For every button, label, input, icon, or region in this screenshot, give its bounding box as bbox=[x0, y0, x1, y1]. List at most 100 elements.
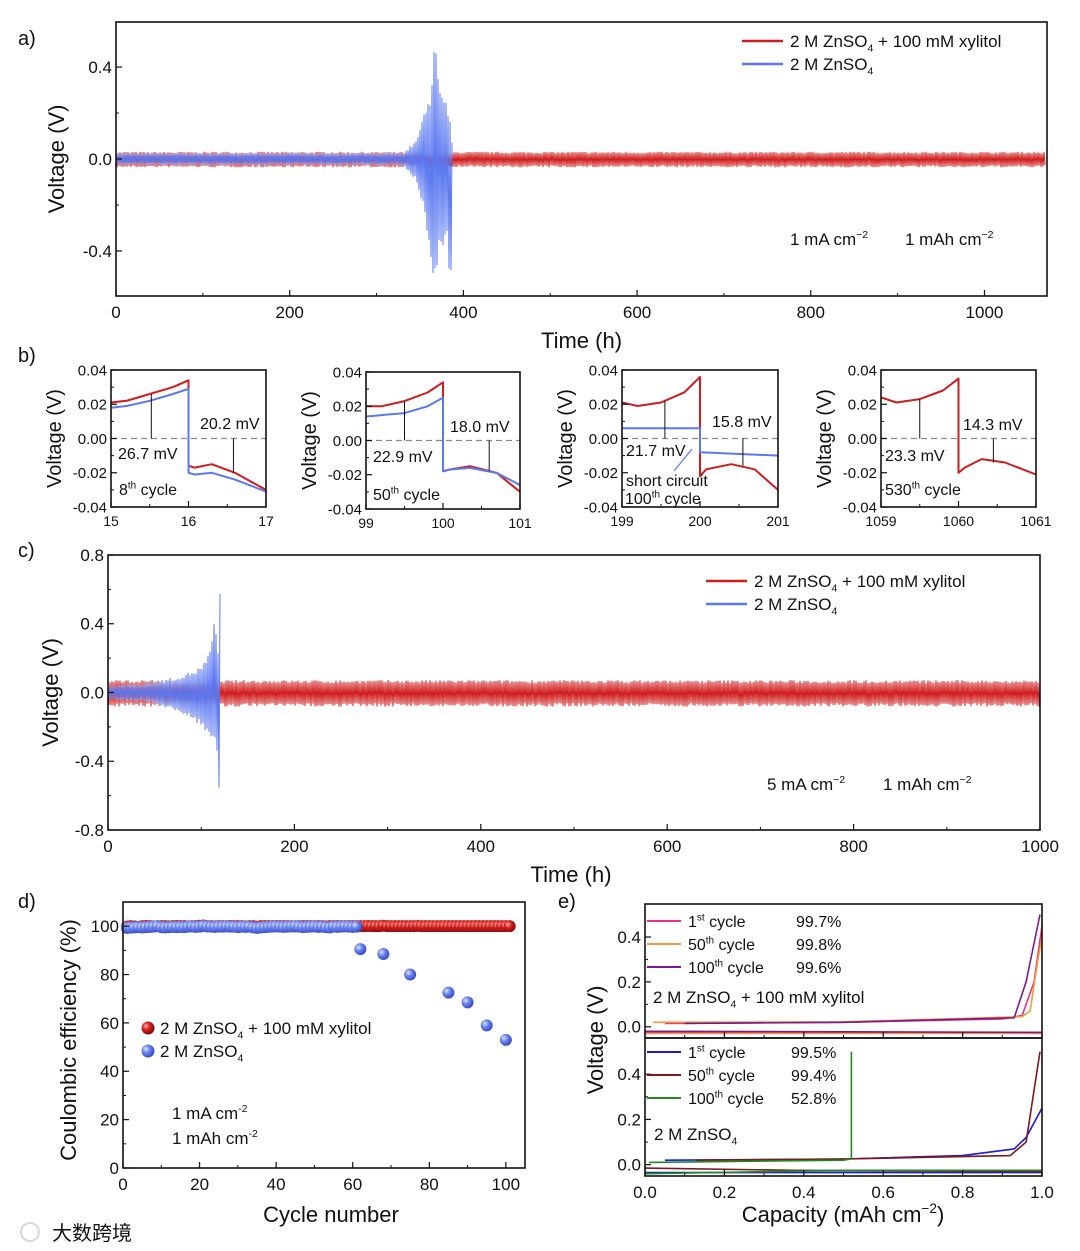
x-tick-label: 1059 bbox=[865, 513, 896, 529]
cycle-label-part: cycle bbox=[399, 487, 440, 504]
y-axis-title: Voltage (V) bbox=[555, 389, 577, 488]
y-tick-label: 0.02 bbox=[589, 397, 618, 414]
y-tick-label: -0.02 bbox=[73, 465, 107, 482]
series-trace bbox=[365, 396, 521, 486]
legend-label-part: 50 bbox=[688, 937, 706, 954]
condition-label-part: 1 mAh cm bbox=[905, 230, 982, 249]
panel-label: a) bbox=[18, 28, 36, 50]
legend-label-part: 1 bbox=[688, 1045, 697, 1062]
condition-label: 1 mA cm-2 bbox=[172, 1103, 248, 1123]
x-axis-title: Time (h) bbox=[530, 862, 611, 887]
y-tick-label: 0.00 bbox=[589, 431, 618, 448]
legend-label-part: + 100 mM xylitol bbox=[873, 32, 1001, 51]
y-tick-label: 0.0 bbox=[617, 1018, 641, 1037]
panel-b-subplot: 23.3 mV 14.3 mV 530th cycle 1059 1060 1061 -0.… bbox=[814, 362, 1052, 529]
y-tick-label: -0.8 bbox=[75, 821, 104, 840]
legend-label-part: 2 M ZnSO bbox=[754, 572, 831, 591]
legend-label-part: cycle bbox=[723, 960, 764, 977]
watermark-logo: 大数跨境 bbox=[52, 1222, 132, 1245]
x-tick-label: 20 bbox=[190, 1175, 209, 1194]
cycle-label-part: th bbox=[652, 490, 660, 501]
legend-label: 1st cycle bbox=[688, 913, 746, 931]
data-point bbox=[442, 986, 455, 999]
coulombic-efficiency-value: 99.4% bbox=[791, 1068, 836, 1085]
legend-label: 50th cycle bbox=[688, 1067, 755, 1085]
legend-marker bbox=[141, 1044, 155, 1058]
legend-label-part: 1 bbox=[688, 914, 697, 931]
legend-label: 2 M ZnSO4 + 100 mM xylitol bbox=[790, 32, 1001, 54]
legend-label-part: 4 bbox=[831, 582, 837, 594]
y-axis-title: Voltage (V) bbox=[814, 389, 836, 488]
x-tick-label: 200 bbox=[280, 837, 308, 856]
series-trace bbox=[621, 375, 779, 491]
x-tick-label: 800 bbox=[797, 303, 825, 322]
legend-label: 2 M ZnSO4 bbox=[790, 55, 873, 77]
legend-label-part: th bbox=[715, 1090, 723, 1101]
series-trace bbox=[115, 51, 453, 274]
series-trace bbox=[652, 936, 1043, 1024]
cycle-label-part: cycle bbox=[136, 482, 177, 499]
electrolyte-label-part: 4 bbox=[730, 998, 736, 1010]
y-tick-label: 0 bbox=[110, 1159, 119, 1178]
legend-label-part: 2 M ZnSO bbox=[160, 1019, 237, 1038]
condition-label-part: 1 mAh cm bbox=[172, 1129, 249, 1148]
x-tick-label: 1061 bbox=[1020, 513, 1051, 529]
x-tick-label: 40 bbox=[267, 1175, 286, 1194]
overpotential-label: 20.2 mV bbox=[200, 416, 260, 433]
overpotential-label: 26.7 mV bbox=[118, 446, 178, 463]
panel-label: b) bbox=[18, 345, 36, 367]
x-tick-label: 600 bbox=[653, 837, 681, 856]
y-tick-label: 0.02 bbox=[333, 399, 362, 416]
y-tick-label: -0.04 bbox=[843, 499, 877, 516]
x-tick-label: 0.2 bbox=[713, 1183, 737, 1202]
series-trace bbox=[696, 1051, 1041, 1161]
y-tick-label: 0.00 bbox=[333, 433, 362, 450]
y-tick-label: 0.8 bbox=[80, 546, 104, 565]
short-circuit-pointer bbox=[673, 448, 693, 472]
y-axis-title: Voltage (V) bbox=[38, 638, 63, 747]
y-tick-label: 0.0 bbox=[617, 1156, 641, 1175]
series-trace bbox=[648, 1051, 853, 1164]
y-tick-label: 80 bbox=[100, 965, 119, 984]
cycle-label-part: 530 bbox=[885, 482, 912, 499]
panel-d: 0 20 40 60 80 100 0 20 40 60 80 100 Cycle number Coul… bbox=[56, 901, 526, 1227]
series-trace bbox=[684, 914, 1041, 1025]
legend-label-part: 50 bbox=[688, 1068, 706, 1085]
overpotential-label: 23.3 mV bbox=[885, 448, 945, 465]
overpotential-label: 15.8 mV bbox=[712, 414, 772, 431]
cycle-label: 530th cycle bbox=[885, 481, 961, 499]
y-tick-label: 0.0 bbox=[80, 683, 104, 702]
legend-label: 100th cycle bbox=[688, 959, 764, 977]
y-axis-title: Voltage (V) bbox=[44, 105, 69, 214]
electrolyte-label: 2 M ZnSO4 bbox=[654, 1125, 737, 1147]
data-point bbox=[350, 920, 363, 933]
x-axis-title-part: ) bbox=[937, 1202, 944, 1227]
y-axis-title: Voltage (V) bbox=[44, 389, 66, 488]
x-tick-label: 99 bbox=[358, 515, 374, 531]
legend-label: 2 M ZnSO4 bbox=[754, 595, 837, 617]
condition-label: 1 mAh cm−2 bbox=[883, 774, 972, 794]
data-point bbox=[503, 920, 516, 933]
legend-marker bbox=[141, 1021, 155, 1035]
x-tick-label: 201 bbox=[766, 513, 790, 529]
condition-label-part: -2 bbox=[249, 1128, 259, 1140]
x-tick-label: 0 bbox=[111, 303, 120, 322]
data-point bbox=[404, 968, 417, 981]
x-tick-label: 800 bbox=[839, 837, 867, 856]
cycle-label-part: cycle bbox=[660, 491, 701, 508]
x-axis-title-part: Capacity (mAh cm bbox=[742, 1202, 922, 1227]
x-axis-title-part: −2 bbox=[921, 1201, 937, 1216]
cycle-label-part: th bbox=[912, 481, 920, 492]
x-tick-label: 0.0 bbox=[633, 1183, 657, 1202]
legend-label-part: 4 bbox=[867, 42, 873, 54]
overpotential-label: 14.3 mV bbox=[963, 417, 1023, 434]
x-tick-label: 0.8 bbox=[951, 1183, 975, 1202]
y-tick-label: 0.00 bbox=[78, 431, 107, 448]
series-trace bbox=[110, 387, 267, 493]
x-tick-label: 0.6 bbox=[871, 1183, 895, 1202]
coulombic-efficiency-value: 52.8% bbox=[791, 1091, 836, 1108]
cycle-label-part: cycle bbox=[920, 482, 961, 499]
x-tick-label: 101 bbox=[508, 515, 532, 531]
